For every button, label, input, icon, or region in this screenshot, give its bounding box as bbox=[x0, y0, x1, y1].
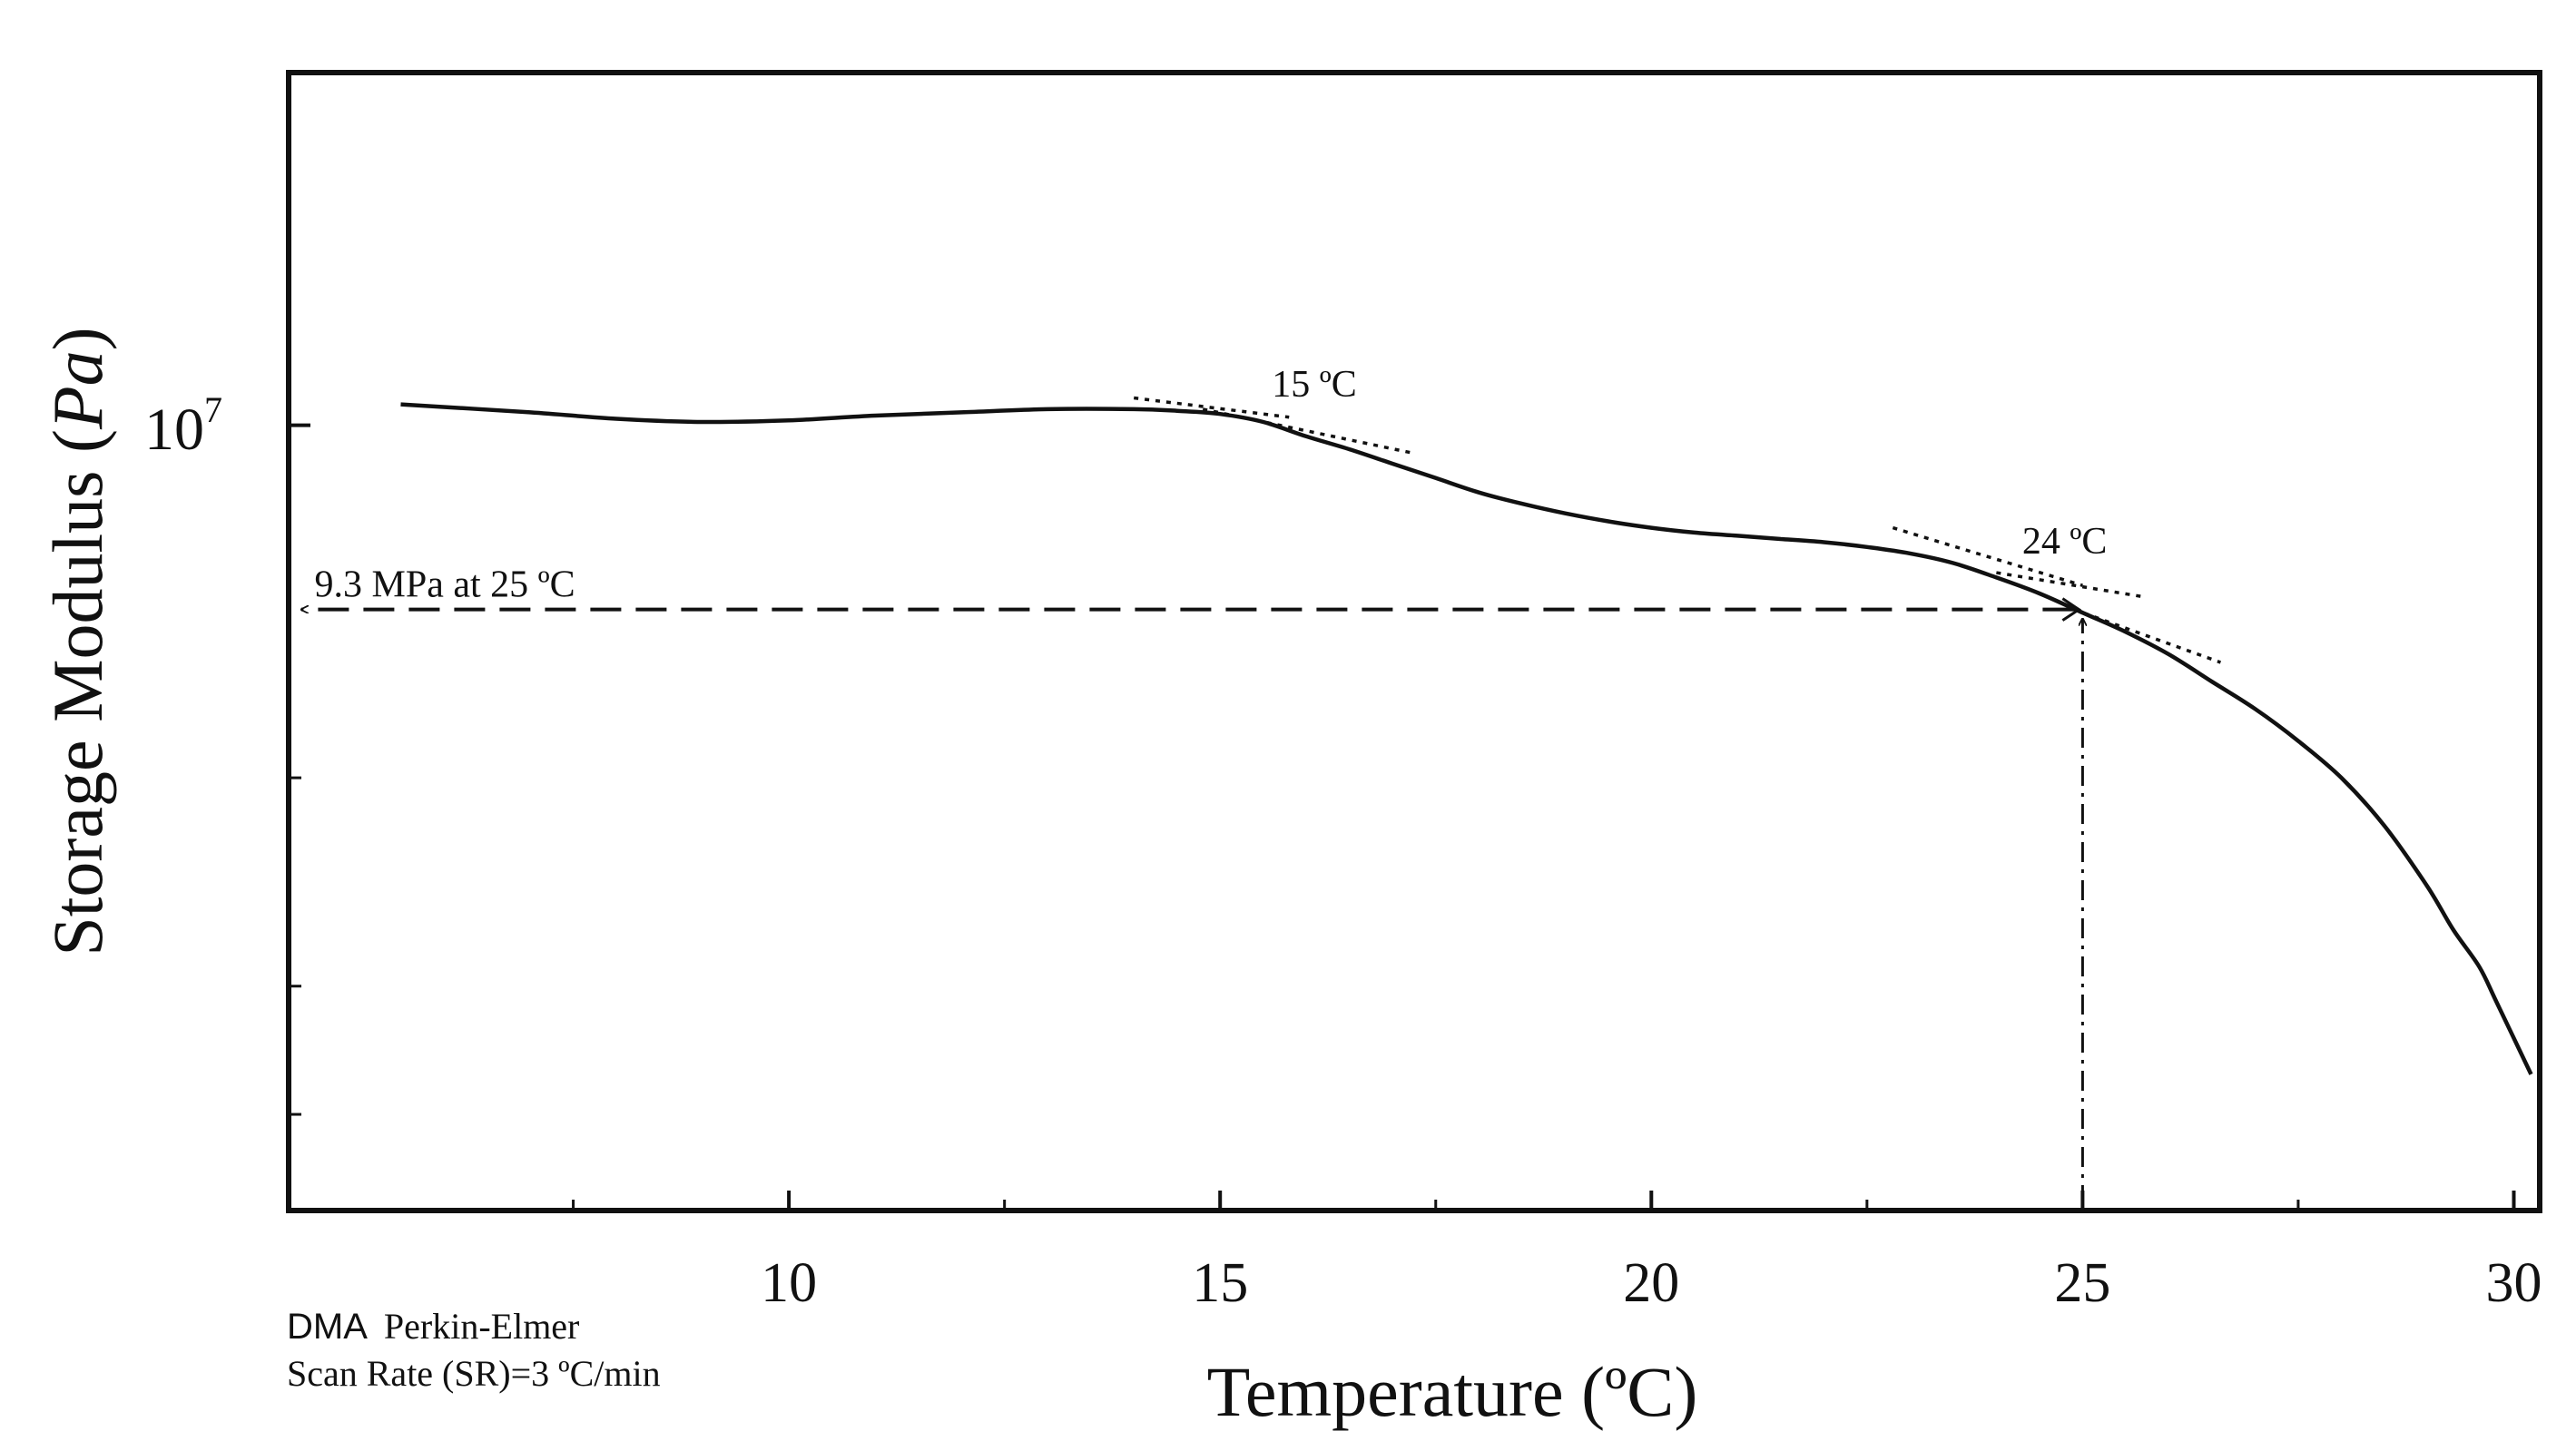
x-axis-label: Temperature (ºC) bbox=[1207, 1352, 1698, 1431]
tangent-line bbox=[1133, 396, 1290, 419]
y-tick-label: 107 bbox=[144, 389, 222, 463]
data-series bbox=[400, 402, 2533, 1075]
x-axis-ticks bbox=[572, 1191, 2516, 1211]
x-tick-label: 15 bbox=[1192, 1252, 1248, 1314]
y-axis-label: Storage Modulus (Pa) bbox=[38, 327, 117, 956]
x-tick-label: 30 bbox=[2485, 1252, 2542, 1314]
annotations: 15 ºC 24 ºC 9.3 MPa at 25 ºC bbox=[315, 364, 2108, 606]
annotation-label: 24 ºC bbox=[2022, 521, 2108, 563]
y-axis-ticks bbox=[289, 423, 310, 1116]
tangent-line bbox=[1892, 525, 2083, 587]
x-tick-label: 25 bbox=[2054, 1252, 2110, 1314]
plot-frame bbox=[286, 70, 2542, 1213]
x-tick-label: 10 bbox=[761, 1252, 817, 1314]
instrument-line-2: Scan Rate (SR)=3 ºC/min bbox=[287, 1353, 661, 1394]
annotation-label: 15 ºC bbox=[1272, 364, 1357, 406]
annotation-label: 9.3 MPa at 25 ºC bbox=[315, 564, 575, 606]
x-tick-label: 20 bbox=[1623, 1252, 1679, 1314]
tangent-line bbox=[1996, 571, 2144, 599]
x-axis-tick-labels: 10 15 20 25 30 bbox=[761, 1252, 2542, 1314]
storage-modulus-line bbox=[400, 402, 2533, 1075]
instrument-line-1: DMA Perkin-Elmer bbox=[287, 1306, 579, 1347]
reference-lines bbox=[301, 597, 2082, 1205]
